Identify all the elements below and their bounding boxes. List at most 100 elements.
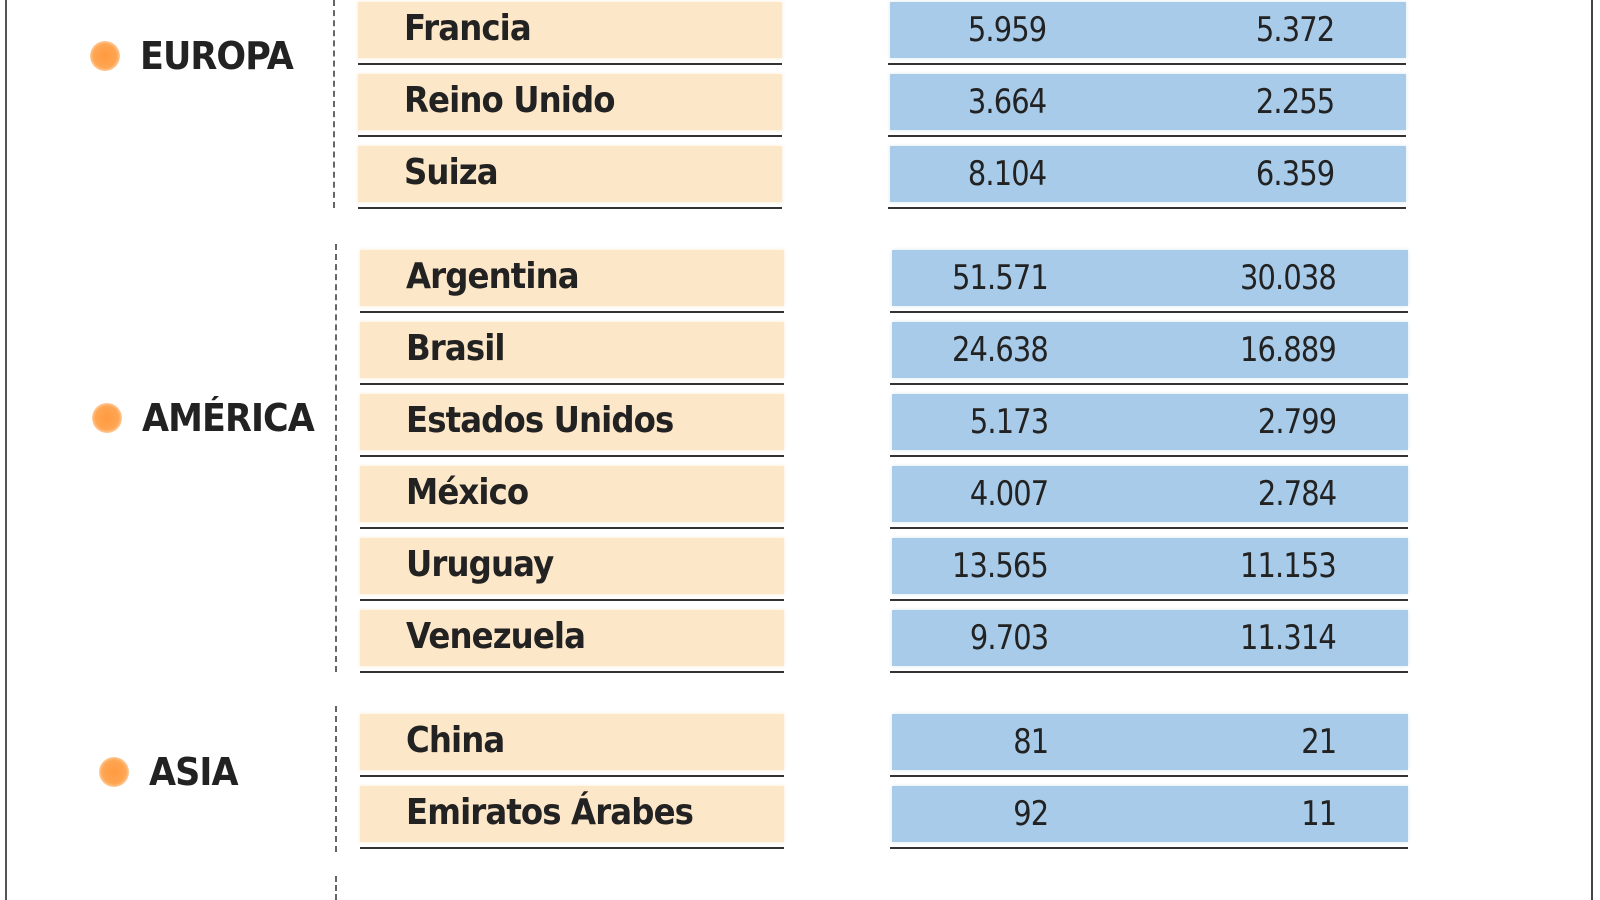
country-cell: China: [360, 714, 784, 770]
country-cell: Uruguay: [360, 538, 784, 594]
frame-right-border: [1591, 0, 1593, 900]
value-1: 5.959: [967, 10, 1047, 50]
table-row: China 81 21: [360, 714, 1410, 786]
row-rule: [358, 207, 782, 209]
table-row: Francia 5.959 5.372: [358, 2, 1408, 74]
value-1: 24.638: [951, 330, 1049, 370]
region-name: EUROPA: [140, 34, 294, 78]
value-2: 2.255: [1255, 82, 1335, 122]
value-1: 13.565: [951, 546, 1049, 586]
country-cell: Argentina: [360, 250, 784, 306]
region-label-europa: EUROPA: [90, 34, 306, 78]
value-cell: 24.638 16.889: [892, 322, 1408, 378]
country-name: Francia: [404, 8, 532, 49]
country-cell: Estados Unidos: [360, 394, 784, 450]
value-cell: 92 11: [892, 786, 1408, 842]
value-2: 11: [1300, 794, 1337, 834]
row-rule: [360, 383, 784, 385]
bullet-dot-icon: [92, 403, 122, 433]
region-label-america: AMÉRICA: [92, 396, 329, 440]
row-rule: [360, 455, 784, 457]
region-name: ASIA: [149, 750, 239, 794]
value-cell: 13.565 11.153: [892, 538, 1408, 594]
value-cell: 51.571 30.038: [892, 250, 1408, 306]
country-name: Brasil: [406, 328, 506, 369]
country-name: México: [406, 472, 529, 513]
country-name: Argentina: [406, 256, 580, 297]
value-1: 92: [1012, 794, 1049, 834]
row-rule: [890, 383, 1408, 385]
value-cell: 5.959 5.372: [890, 2, 1406, 58]
group-separator-next: [335, 876, 337, 900]
region-name: AMÉRICA: [142, 396, 315, 440]
country-name: Emiratos Árabes: [406, 792, 694, 833]
table-row: Reino Unido 3.664 2.255: [358, 74, 1408, 146]
row-rule: [888, 207, 1406, 209]
row-rule: [360, 775, 784, 777]
country-name: Venezuela: [406, 616, 586, 657]
value-cell: 8.104 6.359: [890, 146, 1406, 202]
value-1: 8.104: [967, 154, 1047, 194]
value-1: 51.571: [951, 258, 1049, 298]
country-cell: Suiza: [358, 146, 782, 202]
value-2: 16.889: [1239, 330, 1337, 370]
table-row: México 4.007 2.784: [360, 466, 1410, 538]
value-2: 11.153: [1239, 546, 1337, 586]
value-1: 5.173: [969, 402, 1049, 442]
group-separator-america: [335, 244, 337, 672]
table-row: Estados Unidos 5.173 2.799: [360, 394, 1410, 466]
row-rule: [890, 311, 1408, 313]
row-rule: [888, 63, 1406, 65]
row-rule: [888, 135, 1406, 137]
value-2: 2.799: [1257, 402, 1337, 442]
value-cell: 81 21: [892, 714, 1408, 770]
row-rule: [360, 311, 784, 313]
table-row: Venezuela 9.703 11.314: [360, 610, 1410, 682]
table-row: Suiza 8.104 6.359: [358, 146, 1408, 218]
region-label-asia: ASIA: [99, 750, 245, 794]
country-name: China: [406, 720, 505, 761]
row-rule: [890, 599, 1408, 601]
group-separator-europa: [333, 0, 335, 208]
row-rule: [890, 527, 1408, 529]
country-cell: Brasil: [360, 322, 784, 378]
bullet-dot-icon: [99, 757, 129, 787]
bullet-dot-icon: [90, 41, 120, 71]
group-separator-asia: [335, 706, 337, 852]
row-rule: [890, 847, 1408, 849]
frame-left-border: [5, 0, 7, 900]
country-cell: Venezuela: [360, 610, 784, 666]
value-2: 11.314: [1239, 618, 1337, 658]
value-2: 2.784: [1257, 474, 1337, 514]
value-2: 6.359: [1255, 154, 1335, 194]
value-cell: 9.703 11.314: [892, 610, 1408, 666]
value-2: 5.372: [1255, 10, 1335, 50]
row-rule: [360, 527, 784, 529]
country-name: Suiza: [404, 152, 499, 193]
row-rule: [890, 671, 1408, 673]
table-row: Brasil 24.638 16.889: [360, 322, 1410, 394]
table-row: Emiratos Árabes 92 11: [360, 786, 1410, 858]
value-1: 9.703: [969, 618, 1049, 658]
row-rule: [360, 599, 784, 601]
country-cell: Reino Unido: [358, 74, 782, 130]
row-rule: [890, 455, 1408, 457]
country-name: Estados Unidos: [406, 400, 674, 441]
country-cell: México: [360, 466, 784, 522]
country-cell: Emiratos Árabes: [360, 786, 784, 842]
table-row: Argentina 51.571 30.038: [360, 250, 1410, 322]
row-rule: [890, 775, 1408, 777]
country-cell: Francia: [358, 2, 782, 58]
row-rule: [358, 135, 782, 137]
country-name: Reino Unido: [404, 80, 616, 121]
value-2: 21: [1300, 722, 1337, 762]
value-1: 3.664: [967, 82, 1047, 122]
value-cell: 4.007 2.784: [892, 466, 1408, 522]
table-row: Uruguay 13.565 11.153: [360, 538, 1410, 610]
value-1: 4.007: [969, 474, 1049, 514]
country-name: Uruguay: [406, 544, 554, 585]
row-rule: [358, 63, 782, 65]
row-rule: [360, 847, 784, 849]
value-1: 81: [1012, 722, 1049, 762]
value-cell: 5.173 2.799: [892, 394, 1408, 450]
